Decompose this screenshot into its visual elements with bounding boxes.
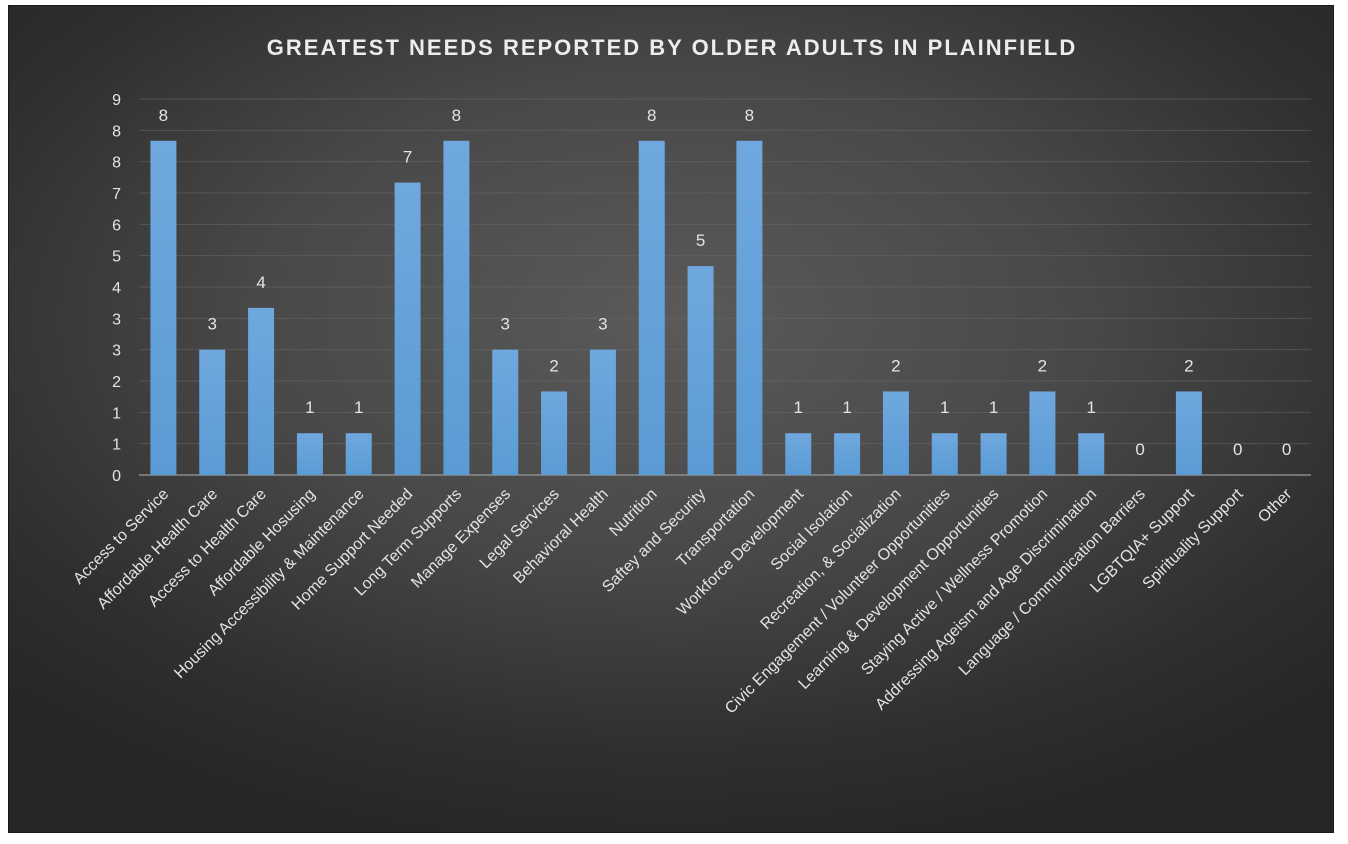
bar — [150, 140, 177, 475]
bar — [736, 140, 763, 475]
y-tick-label: 7 — [112, 186, 121, 203]
bar — [589, 349, 616, 475]
y-tick-label: 4 — [112, 280, 121, 297]
bar — [443, 140, 470, 475]
bar — [1078, 433, 1105, 475]
x-tick-label: Other — [1255, 485, 1296, 526]
bar — [1029, 391, 1056, 475]
data-label: 8 — [647, 106, 656, 125]
data-label: 2 — [1184, 356, 1193, 375]
bar — [394, 182, 421, 476]
data-label: 1 — [842, 398, 851, 417]
data-label: 2 — [549, 356, 558, 375]
data-label: 4 — [256, 273, 265, 292]
data-label: 3 — [598, 315, 607, 334]
data-label: 2 — [1038, 356, 1047, 375]
data-label: 8 — [159, 106, 168, 125]
data-label: 1 — [794, 398, 803, 417]
bar — [931, 433, 958, 475]
bars — [150, 140, 1202, 476]
bar — [785, 433, 812, 475]
bar — [882, 391, 909, 475]
axes: 0 1 1 2 3 3 4 5 6 7 8 8 9 — [112, 92, 1311, 485]
gridlines — [139, 98, 1311, 445]
y-tick-label: 2 — [112, 374, 121, 391]
bar — [1175, 391, 1202, 475]
data-label: 8 — [745, 106, 754, 125]
y-tick-label: 9 — [112, 92, 121, 109]
y-tick-label: 1 — [112, 437, 121, 454]
y-tick-label: 1 — [112, 405, 121, 422]
data-label: 0 — [1233, 440, 1242, 459]
data-label: 1 — [1087, 398, 1096, 417]
data-label: 8 — [452, 106, 461, 125]
data-label: 1 — [305, 398, 314, 417]
data-label: 1 — [989, 398, 998, 417]
data-label: 1 — [354, 398, 363, 417]
data-label: 2 — [891, 356, 900, 375]
y-tick-label: 6 — [112, 217, 121, 234]
bar — [296, 433, 323, 475]
bar — [834, 433, 861, 475]
data-label: 3 — [208, 315, 217, 334]
bar — [199, 349, 226, 475]
bar — [492, 349, 519, 475]
chart-title: GREATEST NEEDS REPORTED BY OLDER ADULTS … — [266, 35, 1078, 60]
x-tick-label: Behavioral Health — [510, 486, 611, 587]
data-label: 0 — [1135, 440, 1144, 459]
bar — [541, 391, 568, 475]
data-label: 7 — [403, 148, 412, 167]
data-label: 5 — [696, 231, 705, 250]
x-tick-label: Civic Engagement / Volunteer Opportuniti… — [722, 486, 954, 718]
bar — [638, 140, 665, 475]
y-tick-label: 3 — [112, 343, 121, 360]
y-tick-label: 8 — [112, 123, 121, 140]
data-label: 3 — [501, 315, 510, 334]
bar — [248, 307, 275, 475]
data-label: 1 — [940, 398, 949, 417]
bar — [345, 433, 372, 475]
y-tick-label: 5 — [112, 249, 121, 266]
y-tick-label: 3 — [112, 311, 121, 328]
bar — [687, 266, 714, 475]
bar — [980, 433, 1007, 475]
data-label: 0 — [1282, 440, 1291, 459]
y-tick-label: 0 — [112, 468, 121, 485]
y-tick-label: 8 — [112, 155, 121, 172]
